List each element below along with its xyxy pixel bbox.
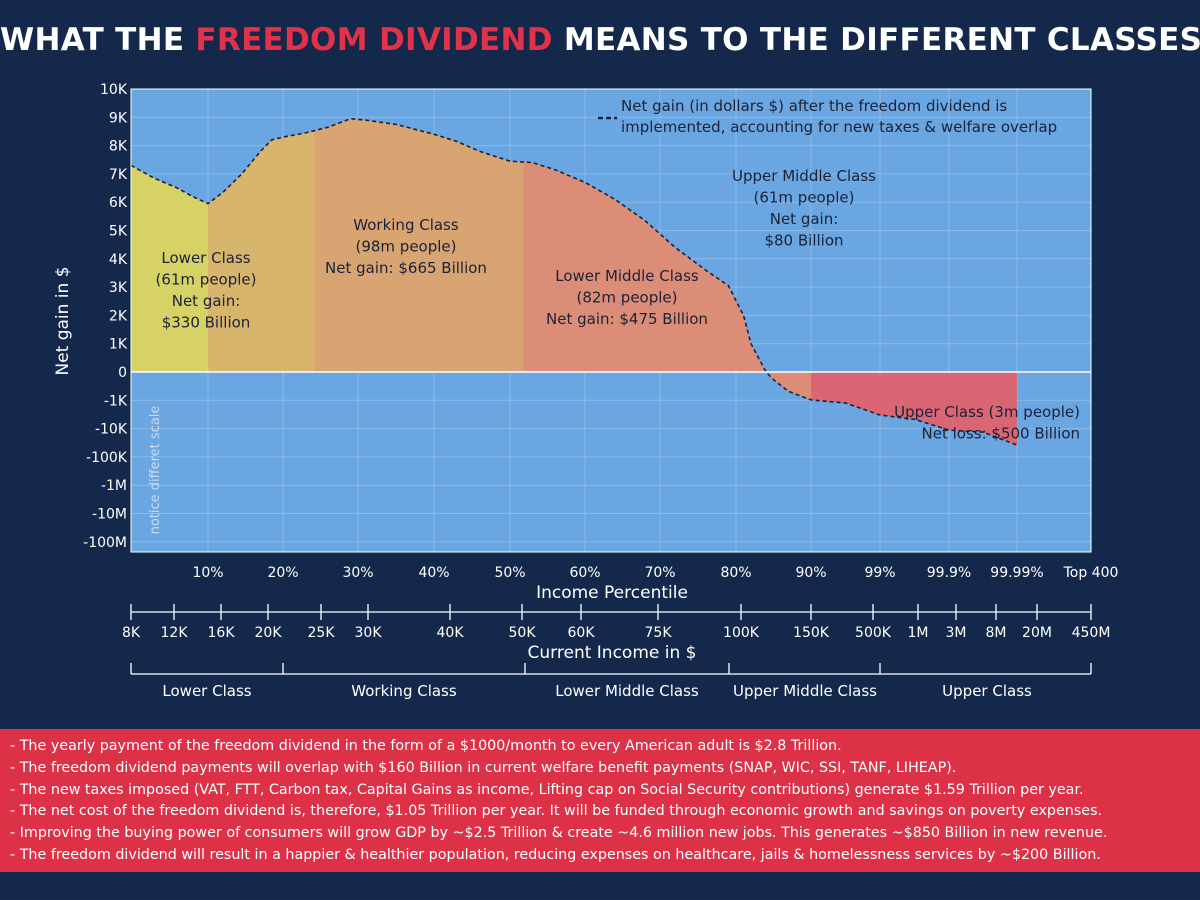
x-tick-label: 70% [644, 565, 675, 581]
y-tick-label: 9K [109, 110, 128, 126]
class-annotation: $80 Billion [764, 232, 843, 250]
y-tick-label: 8K [109, 139, 128, 155]
income-tick-label: 1M [908, 625, 929, 641]
income-tick-label: 30K [355, 625, 383, 641]
income-tick-label: 150K [793, 625, 830, 641]
y-tick-label: 7K [109, 167, 128, 183]
income-tick-label: 8K [122, 625, 141, 641]
class-axis-label: Lower Class [162, 682, 251, 700]
title-highlight: FREEDOM DIVIDEND [195, 22, 553, 58]
footer-note: - The yearly payment of the freedom divi… [10, 738, 842, 754]
y-tick-label: 10K [100, 82, 128, 98]
y-tick-label: 3K [109, 280, 128, 296]
class-annotation: (98m people) [355, 238, 456, 256]
footer-note: - The freedom dividend will result in a … [10, 846, 1101, 863]
class-area-lower-class [131, 165, 208, 372]
x-tick-label: 99.99% [990, 565, 1043, 581]
x-tick-label: Top 400 [1063, 565, 1119, 581]
x-tick-label: 80% [720, 565, 751, 581]
x-tick-label: 50% [494, 565, 525, 581]
y-tick-label: -100M [83, 535, 127, 551]
class-annotation: Lower Middle Class [555, 267, 699, 285]
y-tick-label: 6K [109, 195, 128, 211]
x-tick-label: 10% [192, 565, 223, 581]
income-tick-label: 450M [1072, 625, 1111, 641]
income-tick-label: 500K [855, 625, 892, 641]
x-tick-label: 99% [864, 565, 895, 581]
y-tick-label: 5K [109, 224, 128, 240]
y-tick-label: -10M [92, 507, 127, 523]
class-annotation: Net gain: [172, 292, 241, 310]
footer-note: - Improving the buying power of consumer… [10, 825, 1108, 842]
class-annotation: Net gain: $475 Billion [546, 310, 708, 328]
x-tick-label: 60% [569, 565, 600, 581]
class-annotation: (61m people) [753, 189, 854, 207]
net-gain-line [130, 117, 1018, 446]
legend-text-line: Net gain (in dollars $) after the freedo… [621, 97, 1007, 115]
footer-note: - The net cost of the freedom dividend i… [10, 803, 1103, 820]
income-tick-label: 100K [723, 625, 760, 641]
x-tick-label: 30% [342, 565, 373, 581]
class-annotation: Upper Middle Class [732, 167, 876, 185]
class-annotation: (61m people) [155, 271, 256, 289]
class-axis-label: Working Class [351, 682, 457, 700]
income-tick-label: 60K [568, 625, 596, 641]
x-axis-title: Income Percentile [536, 583, 688, 603]
income-tick-label: 8M [986, 625, 1007, 641]
class-annotation: Lower Class [161, 249, 250, 267]
class-axis-label: Upper Middle Class [733, 682, 877, 700]
income-tick-label: 50K [509, 625, 537, 641]
class-annotation: (82m people) [576, 289, 677, 307]
class-area-lower-middle-class [314, 118, 524, 372]
y-tick-label: -1K [104, 393, 128, 409]
y-tick-label: 2K [109, 308, 128, 324]
page-title: WHAT THE FREEDOM DIVIDEND MEANS TO THE D… [0, 22, 1200, 58]
class-annotation: Net gain: [770, 210, 839, 228]
class-annotation: Net loss: $500 Billion [922, 425, 1080, 443]
y-tick-label: -10K [95, 422, 128, 438]
y-tick-label: 0 [118, 365, 127, 381]
x-tick-label: 40% [418, 565, 449, 581]
chart: 10K 9K 8K 7K 6K 5K 4K 3K 2K 1K 0 -1K -10K -100K -1M -10… [53, 82, 1119, 700]
income-tick-label: 40K [437, 625, 465, 641]
footer-note: - The freedom dividend payments will ove… [10, 759, 957, 776]
class-area-upper-middle-class [523, 162, 811, 400]
y-tick-label: 1K [109, 337, 128, 353]
income-tick-label: 16K [208, 625, 236, 641]
income-tick-label: 3M [946, 625, 967, 641]
income-tick-label: 12K [161, 625, 189, 641]
class-area-upper-class [811, 372, 1017, 446]
title-prefix: WHAT THE [0, 22, 196, 58]
class-annotation: $330 Billion [162, 314, 251, 332]
y-tick-label: -100K [86, 450, 128, 466]
title-suffix: MEANS TO THE DIFFERENT CLASSES [552, 22, 1200, 58]
class-axis-label: Lower Middle Class [555, 682, 699, 700]
class-annotation: Net gain: $665 Billion [325, 259, 487, 277]
x-tick-label: 90% [795, 565, 826, 581]
y-tick-label: -1M [101, 478, 127, 494]
class-area-working-class [208, 130, 315, 372]
income-tick-label: 25K [308, 625, 336, 641]
income-tick-label: 20K [255, 625, 283, 641]
y-tick-label: 4K [109, 252, 128, 268]
x-tick-label: 99.9% [927, 565, 971, 581]
plot-frame [130, 88, 1092, 553]
legend-text-line: implemented, accounting for new taxes & … [621, 118, 1057, 136]
footer-notes: - The yearly payment of the freedom divi… [0, 729, 1200, 872]
x-tick-label: 20% [267, 565, 298, 581]
income-axis-title: Current Income in $ [528, 643, 697, 663]
y-axis-title: Net gain in $ [53, 266, 73, 375]
footer-note: - The new taxes imposed (VAT, FTT, Carbo… [10, 781, 1084, 798]
class-annotation: Working Class [353, 216, 459, 234]
class-annotation: Upper Class (3m people) [894, 403, 1080, 421]
income-tick-label: 75K [645, 625, 673, 641]
scale-note: notice differet scale [148, 406, 163, 535]
class-axis-label: Upper Class [942, 682, 1032, 700]
income-tick-label: 20M [1022, 625, 1052, 641]
